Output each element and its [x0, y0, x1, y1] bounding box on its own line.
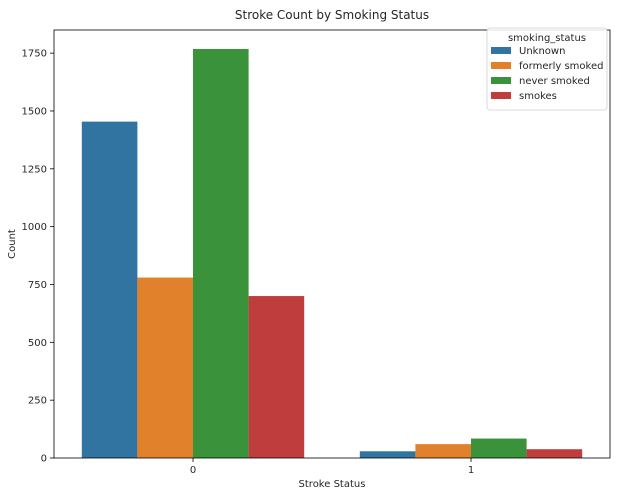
chart-title: Stroke Count by Smoking Status [235, 8, 429, 22]
legend-label: never smoked [519, 76, 590, 87]
y-tick-label: 1500 [22, 106, 47, 117]
y-tick-label: 750 [28, 280, 47, 291]
y-axis-label: Count [7, 229, 18, 259]
x-tick-label: 1 [468, 465, 474, 476]
bar-formerly-smoked-0 [137, 277, 193, 458]
y-tick-label: 1750 [22, 49, 47, 60]
bar-smokes-0 [248, 296, 305, 458]
bar-smokes-1 [526, 449, 583, 458]
y-tick-label: 1250 [22, 164, 47, 175]
bar-never-smoked-0 [193, 48, 249, 458]
legend-label: Unknown [519, 46, 565, 57]
legend-title: smoking_status [508, 33, 586, 44]
y-axis: 0 250 500 750 1000 1250 1500 1750 [22, 49, 54, 465]
bar-formerly-smoked-1 [415, 444, 471, 458]
legend-items: Unknown formerly smoked never smoked smokes [491, 46, 603, 102]
bar-unknown-0 [81, 121, 138, 459]
bar-unknown-1 [359, 451, 416, 458]
y-tick-label: 0 [41, 454, 47, 465]
legend-swatch [491, 92, 511, 99]
y-tick-label: 250 [28, 396, 47, 407]
x-axis-label: Stroke Status [299, 479, 366, 490]
y-tick-label: 500 [28, 338, 47, 349]
y-tick-label: 1000 [22, 222, 47, 233]
legend-label: formerly smoked [519, 61, 603, 72]
bar-never-smoked-1 [471, 438, 527, 458]
legend-swatch [491, 77, 511, 84]
bars-group [81, 48, 583, 459]
legend: smoking_status Unknown formerly smoked nev… [486, 27, 608, 111]
x-tick-label: 0 [190, 465, 196, 476]
legend-swatch [491, 62, 511, 69]
legend-swatch [491, 47, 511, 54]
legend-label: smokes [519, 91, 557, 102]
legend-frame [486, 27, 608, 111]
plot-frame [53, 29, 611, 459]
